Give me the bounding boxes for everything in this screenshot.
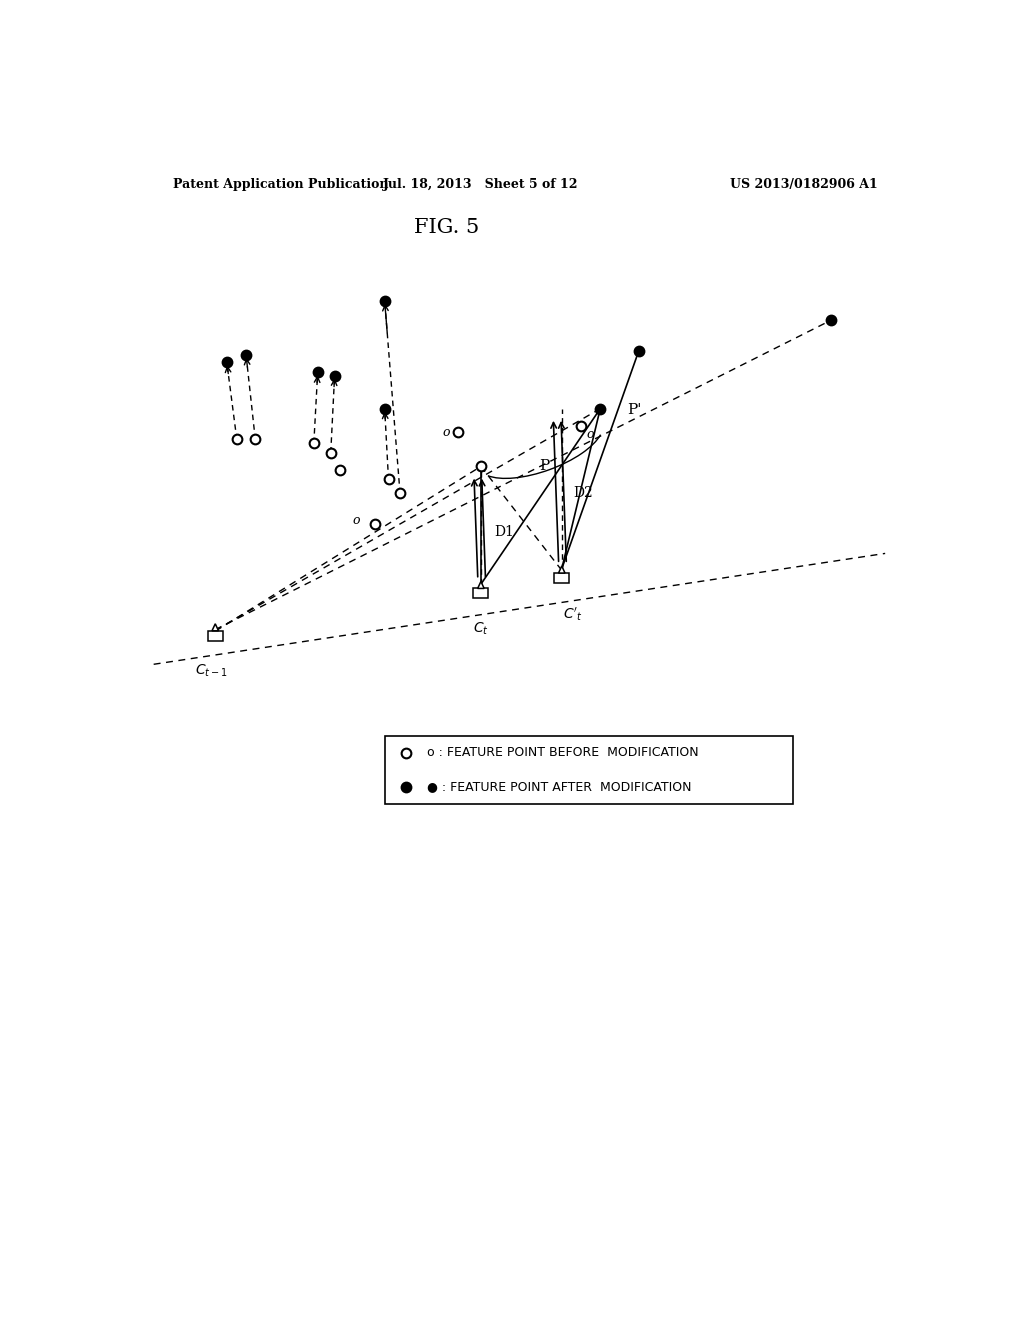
Text: o : FEATURE POINT BEFORE  MODIFICATION: o : FEATURE POINT BEFORE MODIFICATION — [427, 746, 698, 759]
Text: Jul. 18, 2013   Sheet 5 of 12: Jul. 18, 2013 Sheet 5 of 12 — [383, 178, 579, 190]
Text: $C'_t$: $C'_t$ — [563, 605, 584, 623]
Polygon shape — [558, 566, 565, 573]
Text: Patent Application Publication: Patent Application Publication — [173, 178, 388, 190]
Bar — [473, 589, 488, 598]
Polygon shape — [477, 581, 484, 589]
Bar — [208, 631, 223, 640]
Text: US 2013/0182906 A1: US 2013/0182906 A1 — [730, 178, 878, 190]
Polygon shape — [212, 624, 218, 631]
Text: $C_{t-1}$: $C_{t-1}$ — [196, 663, 227, 680]
Text: $C_t$: $C_t$ — [473, 620, 488, 636]
FancyBboxPatch shape — [385, 737, 793, 804]
Bar — [554, 573, 569, 583]
Text: FIG. 5: FIG. 5 — [414, 218, 479, 238]
Text: P': P' — [628, 403, 642, 417]
Text: D2: D2 — [573, 486, 593, 500]
Text: o: o — [442, 425, 450, 438]
Text: D1: D1 — [495, 525, 515, 539]
Text: o: o — [587, 428, 594, 441]
Text: ● : FEATURE POINT AFTER  MODIFICATION: ● : FEATURE POINT AFTER MODIFICATION — [427, 780, 691, 793]
Text: P: P — [539, 459, 549, 474]
Text: o: o — [352, 515, 359, 527]
